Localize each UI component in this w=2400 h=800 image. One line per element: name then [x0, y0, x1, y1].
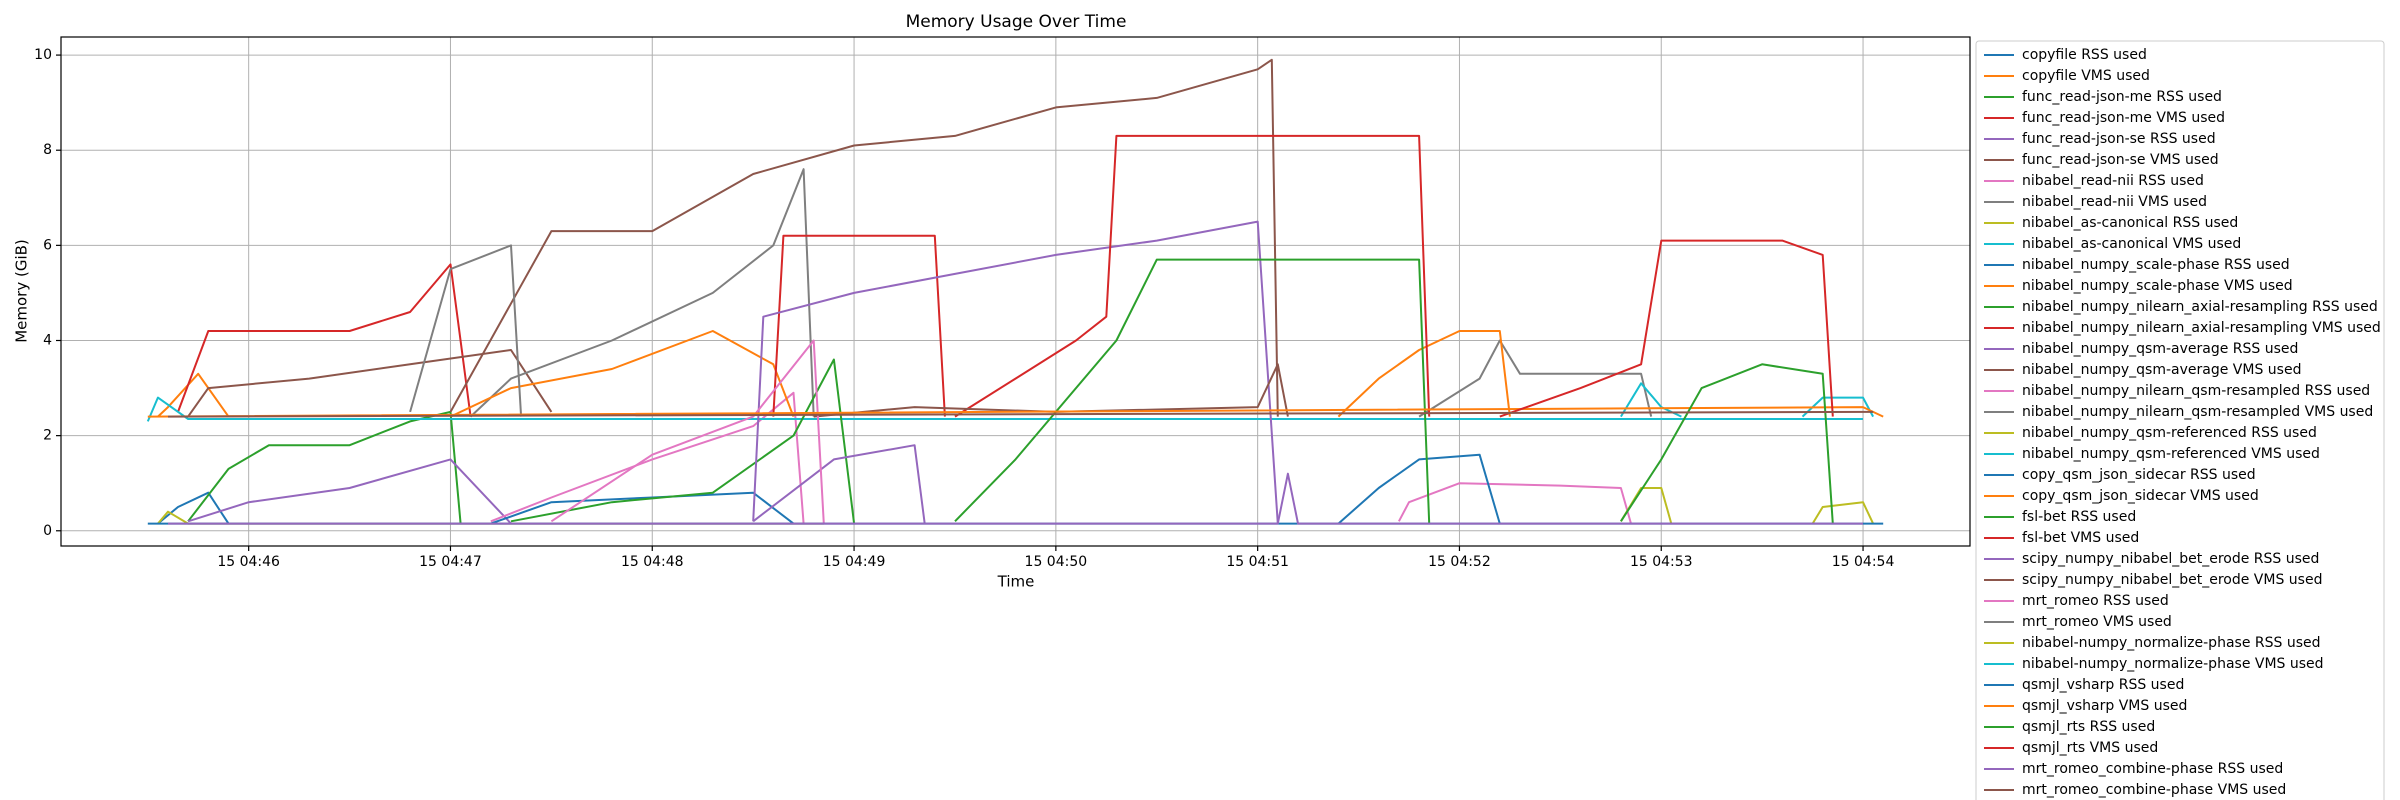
series-line	[772, 234, 946, 417]
x-tick-label: 15 04:48	[621, 554, 684, 570]
grid: 15 04:46 15 04:47 15 04:48 15 04:49 15 04:50…	[34, 37, 1970, 570]
legend-label: copyfile RSS used	[2022, 47, 2147, 63]
series-line	[469, 168, 815, 418]
series-line	[449, 58, 1279, 417]
lines	[146, 58, 1884, 525]
legend-label: nibabel_numpy_scale-phase RSS used	[2022, 257, 2290, 273]
series-line	[168, 472, 1863, 525]
y-tick-label: 6	[43, 237, 52, 253]
series-line	[177, 263, 472, 417]
legend-label: fsl-bet RSS used	[2022, 509, 2136, 525]
series-line	[1418, 339, 1653, 418]
legend-label: nibabel-numpy_normalize-phase RSS used	[2022, 635, 2321, 651]
legend-label: scipy_numpy_nibabel_bet_erode VMS used	[2022, 572, 2322, 588]
legend-label: nibabel-numpy_normalize-phase VMS used	[2022, 656, 2324, 672]
legend-label: func_read-json-se VMS used	[2022, 152, 2219, 168]
x-tick-label: 15 04:51	[1226, 554, 1289, 570]
legend-label: nibabel_numpy_nilearn_axial-resampling V…	[2022, 320, 2381, 336]
chart-title: Memory Usage Over Time	[906, 12, 1127, 32]
legend-label: qsmjl_rts RSS used	[2022, 719, 2155, 735]
series-line	[752, 220, 1279, 524]
x-tick-label: 15 04:53	[1630, 554, 1693, 570]
legend-label: nibabel_read-nii VMS used	[2022, 194, 2207, 210]
x-tick-label: 15 04:50	[1025, 554, 1088, 570]
y-tick-label: 4	[43, 332, 52, 348]
series-line	[1337, 453, 1501, 525]
legend-label: qsmjl_rts VMS used	[2022, 740, 2158, 756]
legend-label: fsl-bet VMS used	[2022, 530, 2139, 546]
series-line	[409, 244, 523, 417]
y-tick-label: 2	[43, 428, 52, 444]
legend-label: nibabel_numpy_qsm-referenced RSS used	[2022, 425, 2317, 441]
legend-label: nibabel_as-canonical VMS used	[2022, 236, 2241, 252]
x-tick-label: 15 04:46	[217, 554, 280, 570]
legend-label: copy_qsm_json_sidecar VMS used	[2022, 488, 2259, 504]
x-axis-label: Time	[997, 573, 1035, 591]
legend-label: func_read-json-se RSS used	[2022, 131, 2216, 147]
y-tick-label: 8	[43, 142, 52, 158]
legend-label: qsmjl_vsharp VMS used	[2022, 698, 2187, 714]
series-line	[1811, 501, 1875, 525]
series-line	[1620, 363, 1834, 524]
series-line	[1499, 239, 1834, 418]
legend-label: mrt_romeo_combine-phase VMS used	[2022, 782, 2286, 798]
series-line	[187, 458, 512, 525]
legend-label: nibabel_numpy_qsm-referenced VMS used	[2022, 446, 2320, 462]
legend-label: mrt_romeo_combine-phase RSS used	[2022, 761, 2283, 777]
legend-label: copyfile VMS used	[2022, 68, 2150, 84]
x-tick-label: 15 04:47	[419, 554, 482, 570]
series-line	[147, 406, 1884, 418]
series-line	[813, 363, 1289, 418]
legend-label: nibabel_read-nii RSS used	[2022, 173, 2204, 189]
legend-label: nibabel_numpy_scale-phase VMS used	[2022, 278, 2293, 294]
legend-label: nibabel_numpy_qsm-average VMS used	[2022, 362, 2301, 378]
legend-label: nibabel_numpy_nilearn_qsm-resampled RSS …	[2022, 383, 2370, 399]
legend-label: nibabel_numpy_nilearn_axial-resampling R…	[2022, 299, 2378, 315]
series-line	[1337, 330, 1511, 418]
x-tick-label: 15 04:49	[823, 554, 886, 570]
legend: copyfile RSS used copyfile VMS used func_r…	[1975, 40, 2385, 800]
series-line	[157, 372, 230, 418]
y-axis-label: Memory (GiB)	[13, 239, 31, 343]
legend-label: func_read-json-me RSS used	[2022, 89, 2222, 105]
legend-label: mrt_romeo VMS used	[2022, 614, 2172, 630]
x-tick-label: 15 04:52	[1428, 554, 1491, 570]
legend-label: nibabel_as-canonical RSS used	[2022, 215, 2238, 231]
legend-label: mrt_romeo RSS used	[2022, 593, 2169, 609]
series-line	[146, 396, 1863, 422]
y-tick-label: 10	[34, 47, 52, 63]
series-line	[752, 444, 926, 524]
legend-label: scipy_numpy_nibabel_bet_erode RSS used	[2022, 551, 2319, 567]
legend-frame	[1975, 40, 2385, 800]
y-tick-label: 0	[43, 523, 52, 539]
series-line	[954, 134, 1431, 418]
legend-label: qsmjl_vsharp RSS used	[2022, 677, 2184, 693]
x-tick-label: 15 04:54	[1832, 554, 1895, 570]
legend-label: nibabel_numpy_qsm-average RSS used	[2022, 341, 2298, 357]
plot-frame	[60, 36, 1971, 547]
legend-label: func_read-json-me VMS used	[2022, 110, 2225, 126]
legend-label: nibabel_numpy_nilearn_qsm-resampled VMS …	[2022, 404, 2373, 420]
series-line	[550, 339, 825, 524]
legend-label: copy_qsm_json_sidecar RSS used	[2022, 467, 2256, 483]
series-line	[167, 410, 1874, 418]
series-line	[954, 258, 1431, 524]
series-line	[1398, 482, 1632, 524]
series-line	[157, 491, 230, 525]
series-line	[510, 358, 856, 524]
